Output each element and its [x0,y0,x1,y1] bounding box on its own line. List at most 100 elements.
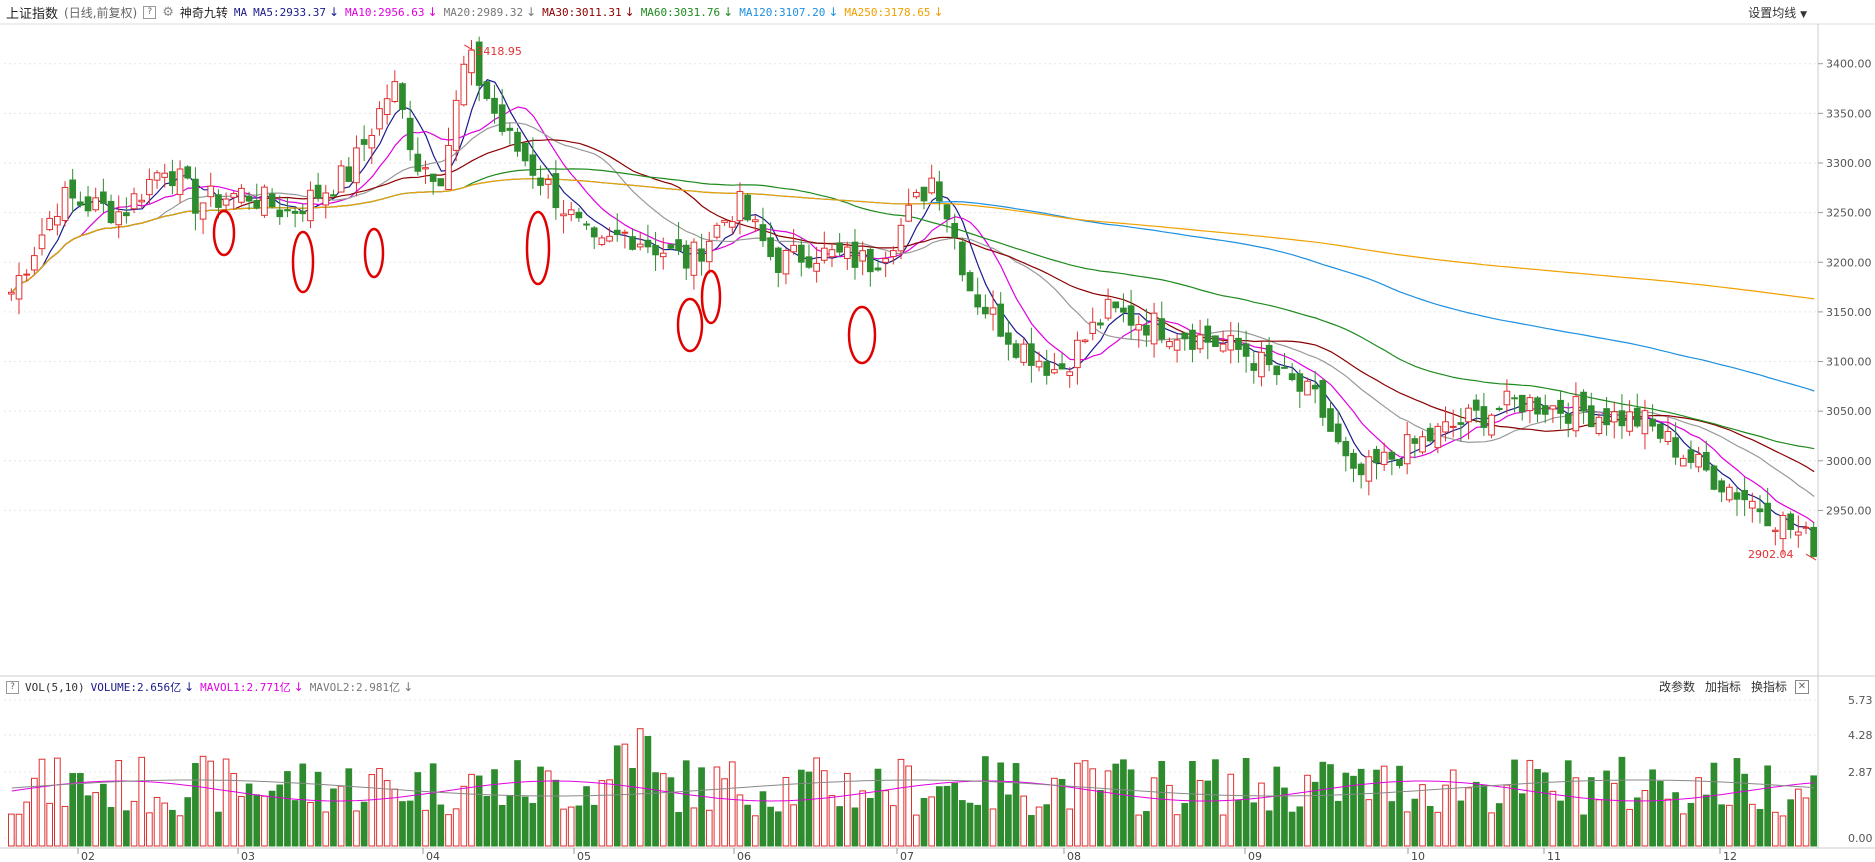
close-icon[interactable]: ✕ [1795,679,1809,694]
candle-body [529,154,537,176]
volume-bar [1196,779,1204,847]
volume-bar [805,771,813,847]
candle-body [84,196,92,212]
volume-bar [1672,792,1679,847]
add-indicator-button[interactable]: 加指标 [1704,680,1741,694]
index-subtitle: (日线,前复权) [64,5,138,20]
volume-bar [268,790,276,847]
candle-body [997,303,1005,337]
candle-body [314,184,322,199]
volume-bar [437,804,445,847]
ma-setting-button[interactable]: 设置均线 ▼ [1748,4,1807,21]
volume-bar [889,805,897,847]
candle-body [1250,363,1258,371]
volume-bar [399,801,406,847]
candle-body [1081,339,1089,343]
volume-bar [61,805,69,847]
candle-body [1319,380,1327,418]
candle-body [245,195,253,202]
price-tick-label: 3150.00 [1826,306,1872,319]
gear-icon[interactable]: ⚙ [162,4,174,20]
candle-body [721,219,728,223]
volume-bar [790,804,797,847]
candle-body [820,247,828,261]
candle-body [851,241,859,268]
volume-bar [506,795,514,847]
candle-body [238,187,245,203]
volume-bar [23,801,31,847]
volume-bar [1104,770,1112,847]
candle-body [1503,390,1511,406]
volume-bar [391,788,399,847]
month-label: 07 [900,850,914,862]
candle-body [1181,332,1189,340]
high-pointer [464,44,475,52]
arrow-down-icon: ↓ [403,680,414,694]
volume-bar [38,758,46,847]
candle-body [698,248,705,262]
arrow-down-icon: ↓ [933,5,944,19]
volume-bar [667,777,675,847]
volume-bar [1258,782,1265,847]
volume-bar [1357,768,1365,847]
volume-bar [215,811,222,847]
volume-bar [1081,760,1089,847]
volume-bar [1089,768,1097,847]
volume-bar [659,773,667,847]
volume-bar [1204,780,1212,847]
candle-body [391,81,399,102]
candle-body [1396,459,1403,466]
candle-body [253,200,261,209]
candle-body [1618,410,1626,427]
candle-body [774,247,782,273]
month-label: 09 [1248,850,1262,862]
candle-body [613,229,621,236]
candle-body [1664,431,1672,443]
switch-indicator-button[interactable]: 换指标 [1750,680,1787,694]
volume-bar [583,786,590,847]
question-icon-vol[interactable]: ? [6,680,19,694]
ma-value-4: MA60:3031.76 [640,5,721,19]
volume-bar [1580,814,1587,847]
candle-body [46,217,54,231]
volume-bar [1066,808,1074,847]
question-icon[interactable]: ? [143,5,157,19]
candle-body [728,221,736,228]
indicator-name[interactable]: 神奇九转 [179,5,228,20]
candle-body [1112,301,1120,309]
candle-body [1718,480,1725,493]
volume-bar [1587,777,1595,847]
candle-body [1764,502,1771,527]
candle-body [882,258,889,263]
volume-bar [1288,811,1296,847]
candle-body [982,306,989,315]
volume-bar [951,782,959,847]
volume-bar [1166,784,1173,847]
ma-label: MA [233,5,248,19]
volume-bar [46,802,54,847]
candle-body [8,291,15,295]
change-params-button[interactable]: 改参数 [1658,680,1695,694]
volume-bar [943,785,951,847]
volume-bar [1311,781,1319,847]
highlight-ellipse [676,297,704,353]
ma-value-1: MA10:2956.63 [345,5,425,19]
volume-bar [153,796,161,847]
volume-bar [797,769,805,847]
vol-value-1: MAVOL1:2.771亿 [200,681,291,694]
volume-bar [744,804,751,847]
volume-bar [184,797,192,847]
price-tick-label: 3100.00 [1826,356,1872,369]
candle-body [1104,298,1112,319]
volume-bar [767,806,774,847]
ma60-line [11,168,1815,450]
volume-bar [1403,811,1411,847]
volume-bar [483,795,491,847]
volume-bar [1618,756,1626,847]
candle-body [866,249,874,273]
candle-body [460,63,468,106]
volume-bar [138,756,146,847]
candle-body [184,166,192,179]
candle-body [1212,335,1219,347]
